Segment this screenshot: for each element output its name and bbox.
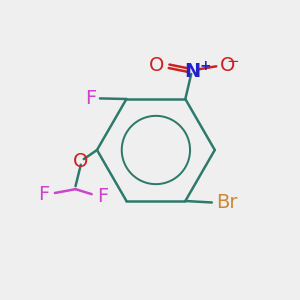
Text: O: O: [220, 56, 236, 75]
Text: F: F: [38, 185, 49, 204]
Text: O: O: [73, 152, 88, 171]
Text: F: F: [85, 89, 96, 108]
Text: +: +: [199, 59, 211, 73]
Text: O: O: [149, 56, 165, 75]
Text: Br: Br: [216, 193, 237, 212]
Text: F: F: [98, 187, 109, 206]
Text: −: −: [226, 54, 239, 69]
Text: N: N: [184, 61, 201, 80]
